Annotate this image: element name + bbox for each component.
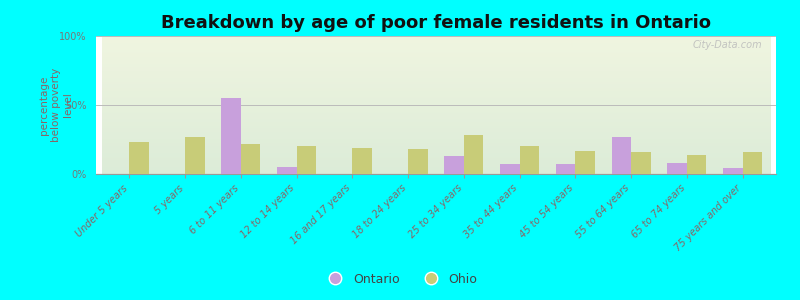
Bar	[723, 169, 742, 174]
Bar	[297, 146, 316, 174]
Bar	[241, 144, 261, 174]
Bar	[130, 142, 149, 174]
Bar	[611, 137, 631, 174]
Text: City-Data.com: City-Data.com	[693, 40, 762, 50]
Bar	[742, 152, 762, 174]
Bar	[631, 152, 650, 174]
Bar	[575, 151, 595, 174]
Bar	[464, 135, 483, 174]
Bar	[667, 163, 687, 174]
Title: Breakdown by age of poor female residents in Ontario: Breakdown by age of poor female resident…	[161, 14, 711, 32]
Bar	[444, 156, 464, 174]
Bar	[352, 148, 372, 174]
Bar	[222, 98, 241, 174]
Y-axis label: percentage
below poverty
level: percentage below poverty level	[39, 68, 73, 142]
Bar	[408, 149, 428, 174]
Bar	[185, 137, 205, 174]
Bar	[687, 155, 706, 174]
Bar	[277, 167, 297, 174]
Bar	[500, 164, 520, 174]
Bar	[556, 164, 575, 174]
Bar	[520, 146, 539, 174]
Legend: Ontario, Ohio: Ontario, Ohio	[318, 268, 482, 291]
